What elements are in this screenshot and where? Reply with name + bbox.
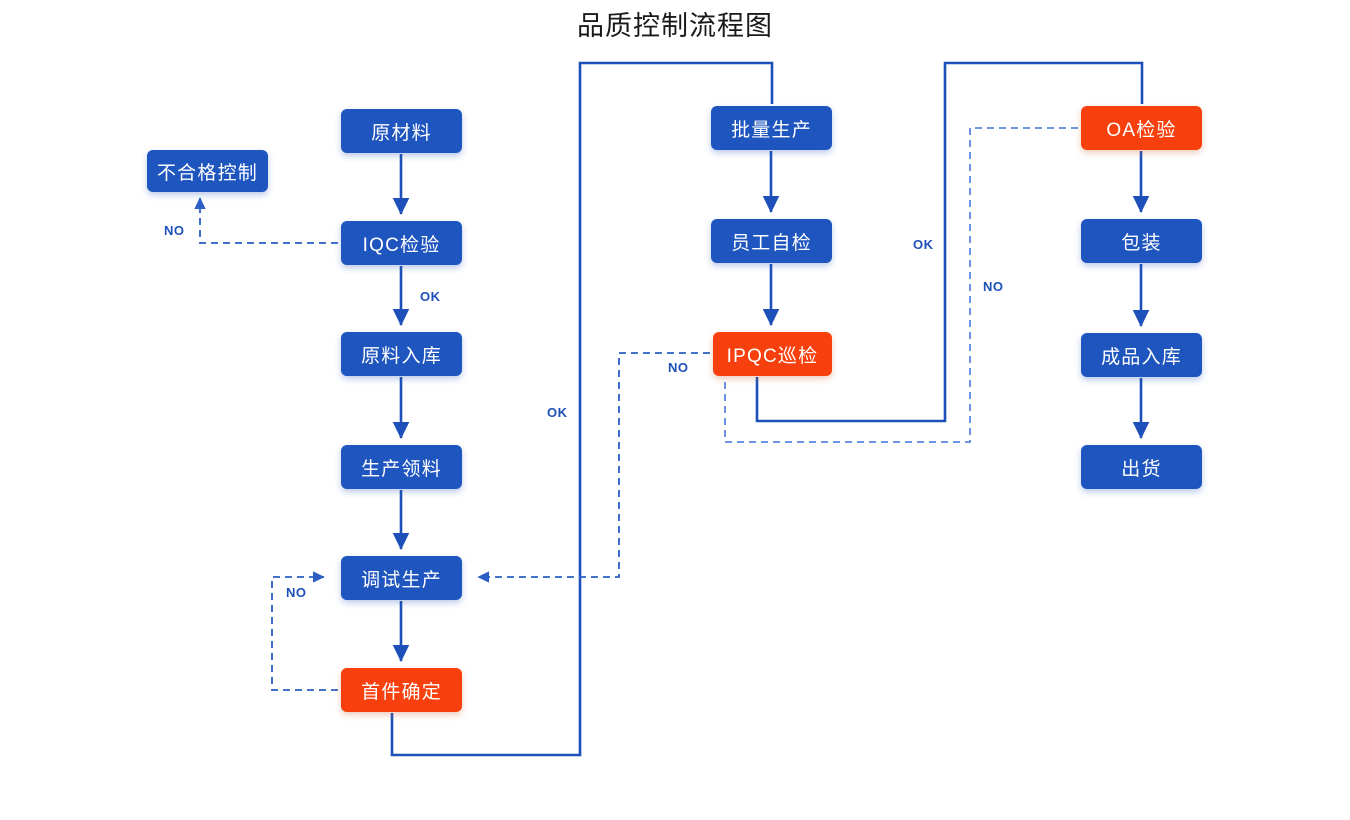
edge-label-ipqc-ok: OK xyxy=(913,237,934,252)
node-label: 员工自检 xyxy=(731,232,812,254)
node-label: 首件确定 xyxy=(361,681,442,703)
edge-label-iqc-ok: OK xyxy=(420,289,441,304)
dashed-connectors xyxy=(194,127,1078,691)
node-shipment[interactable]: 出货 xyxy=(1081,445,1202,489)
node-label: 不合格控制 xyxy=(156,162,258,184)
node-mass-production[interactable]: 批量生产 xyxy=(711,106,832,150)
node-raw-material[interactable]: 原材料 xyxy=(341,109,462,153)
connector-ipqc-to-trial-no xyxy=(477,352,710,583)
node-first-article-confirm[interactable]: 首件确定 xyxy=(341,668,462,712)
node-packaging[interactable]: 包装 xyxy=(1081,219,1202,263)
node-label: 原料入库 xyxy=(361,345,442,367)
node-iqc-inspection[interactable]: IQC检验 xyxy=(341,221,462,265)
node-finished-goods-storage[interactable]: 成品入库 xyxy=(1081,333,1202,377)
connector-first-to-mass-ok xyxy=(390,61,774,757)
connector-iqc-to-nonconform xyxy=(194,197,338,244)
edge-label-first-article-ok: OK xyxy=(547,405,568,420)
node-production-picking[interactable]: 生产领料 xyxy=(341,445,462,489)
node-employee-self-inspection[interactable]: 员工自检 xyxy=(711,219,832,263)
edge-label-ipqc-no: NO xyxy=(668,360,689,375)
node-label: IPQC巡检 xyxy=(726,345,819,367)
node-oa-inspection[interactable]: OA检验 xyxy=(1081,106,1202,150)
node-material-storage[interactable]: 原料入库 xyxy=(341,332,462,376)
connector-oa-to-ipqc-no xyxy=(724,127,1078,443)
node-label: 生产领料 xyxy=(361,458,442,480)
page-title: 品质控制流程图 xyxy=(577,11,773,41)
node-ipqc-patrol[interactable]: IPQC巡检 xyxy=(713,332,832,376)
node-label: OA检验 xyxy=(1106,119,1177,141)
node-nonconform-control[interactable]: 不合格控制 xyxy=(147,150,268,192)
node-label: 调试生产 xyxy=(361,569,442,591)
node-label: 出货 xyxy=(1121,458,1162,480)
edge-label-oa-no: NO xyxy=(983,279,1004,294)
edge-label-first-article-no: NO xyxy=(286,585,307,600)
edge-label-iqc-no: NO xyxy=(164,223,185,238)
node-label: 批量生产 xyxy=(731,119,812,141)
node-label: 成品入库 xyxy=(1101,346,1182,368)
node-trial-production[interactable]: 调试生产 xyxy=(341,556,462,600)
node-label: 原材料 xyxy=(371,122,432,144)
node-label: 包装 xyxy=(1121,232,1162,254)
node-label: IQC检验 xyxy=(362,234,441,256)
solid-connectors xyxy=(390,61,1150,757)
